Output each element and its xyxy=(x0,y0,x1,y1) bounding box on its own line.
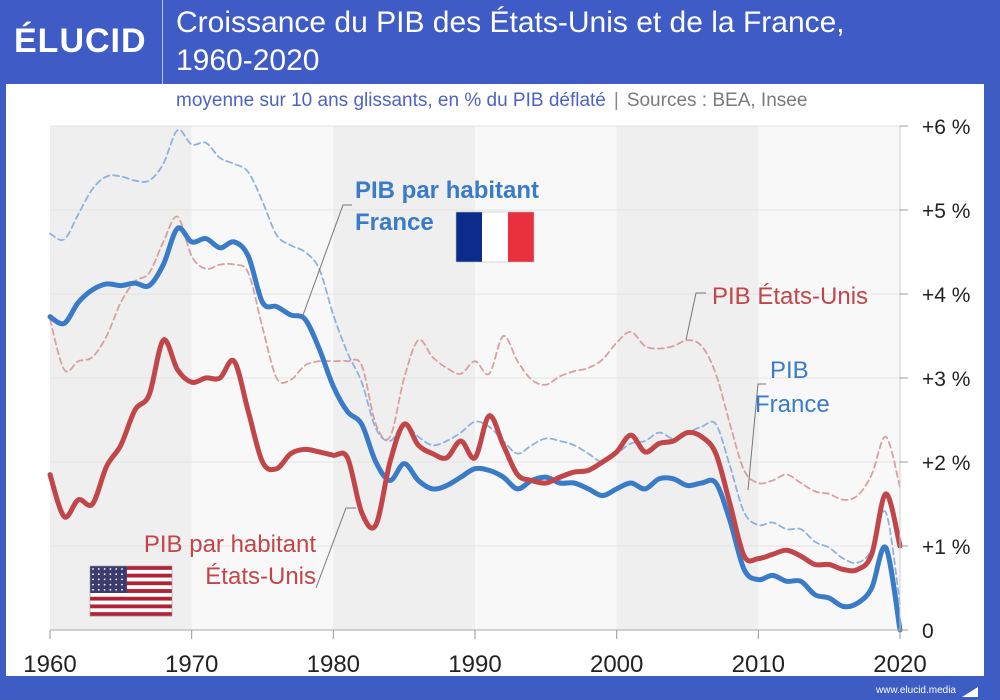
label-us-per-capita-country: États-Unis xyxy=(205,563,316,590)
x-tick-label: 2000 xyxy=(590,651,643,678)
label-fr-gdp-country: France xyxy=(755,391,830,418)
elucid-mark-icon xyxy=(962,687,978,697)
x-tick-label: 1960 xyxy=(23,651,76,678)
annotation-leader-line xyxy=(747,383,766,491)
annotation-leader-line xyxy=(685,292,706,341)
x-tick-label: 1970 xyxy=(165,651,218,678)
x-tick-label: 1990 xyxy=(448,651,501,678)
series-line-pib-par-habitant-états-unis xyxy=(47,337,903,574)
y-tick-label: +5 % xyxy=(922,200,970,223)
label-fr-per-capita-country: France xyxy=(355,209,434,236)
title-line-2: 1960-2020 xyxy=(176,44,320,77)
header: ÉLUCID Croissance du PIB des États-Unis … xyxy=(0,0,1000,84)
france-flag-icon xyxy=(455,211,535,263)
sources-text: Sources : BEA, Insee xyxy=(626,90,808,111)
annotation-leader-line xyxy=(315,507,356,589)
elucid-logo: ÉLUCID xyxy=(14,22,147,60)
x-tick-label: 1980 xyxy=(307,651,360,678)
label-fr-gdp: PIB xyxy=(770,357,809,384)
subtitle-separator: | xyxy=(613,90,619,111)
annotation-leader-line xyxy=(301,204,352,319)
y-tick-label: +4 % xyxy=(922,284,970,307)
y-tick-label: 0 xyxy=(922,620,934,643)
y-tick-label: +6 % xyxy=(922,116,970,139)
title-line-1: Croissance du PIB des États-Unis et de l… xyxy=(176,6,845,39)
subtitle-text: moyenne sur 10 ans glissants, en % du PI… xyxy=(176,90,606,111)
usa-flag-icon xyxy=(89,565,173,617)
label-fr-per-capita: PIB par habitant xyxy=(355,177,539,204)
label-us-per-capita: PIB par habitant xyxy=(144,531,316,558)
footer-url[interactable]: www.elucid.media xyxy=(875,685,956,696)
y-tick-label: +1 % xyxy=(922,536,970,559)
chart-title: Croissance du PIB des États-Unis et de l… xyxy=(176,4,976,80)
series-line-pib-par-habitant-france xyxy=(47,225,903,633)
header-divider xyxy=(162,0,163,84)
x-tick-label: 2020 xyxy=(873,651,926,678)
y-tick-label: +2 % xyxy=(922,452,970,475)
chart-subtitle: moyenne sur 10 ans glissants, en % du PI… xyxy=(176,90,807,112)
label-us-gdp: PIB États-Unis xyxy=(712,283,868,310)
x-tick-label: 2010 xyxy=(732,651,785,678)
series-line-pib-états-unis xyxy=(49,215,901,501)
y-tick-label: +3 % xyxy=(922,368,970,391)
